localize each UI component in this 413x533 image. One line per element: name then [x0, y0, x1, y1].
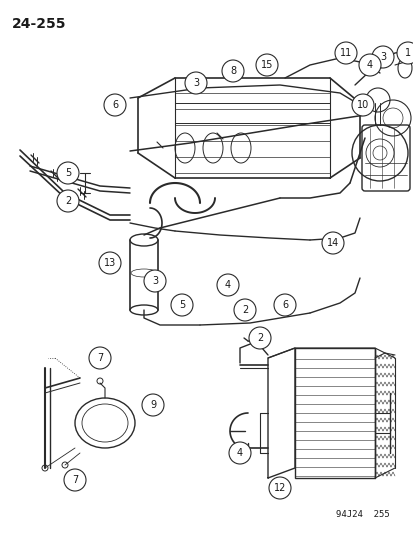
- Circle shape: [89, 347, 111, 369]
- Text: 3: 3: [192, 78, 199, 88]
- Text: 3: 3: [379, 52, 385, 62]
- Circle shape: [142, 394, 164, 416]
- Text: 10: 10: [356, 100, 368, 110]
- Bar: [294, 348, 374, 478]
- Circle shape: [233, 299, 255, 321]
- Text: 4: 4: [224, 280, 230, 290]
- Circle shape: [351, 94, 373, 116]
- Text: 3: 3: [152, 276, 158, 286]
- Text: 5: 5: [65, 168, 71, 178]
- Text: 7: 7: [97, 353, 103, 363]
- Text: 6: 6: [112, 100, 118, 110]
- Circle shape: [371, 46, 393, 68]
- Circle shape: [221, 60, 243, 82]
- Circle shape: [57, 162, 79, 184]
- Text: 1: 1: [404, 48, 410, 58]
- Text: 24-255: 24-255: [12, 17, 66, 31]
- Text: 2: 2: [65, 196, 71, 206]
- Text: 4: 4: [366, 60, 372, 70]
- Circle shape: [42, 465, 48, 471]
- Circle shape: [228, 442, 250, 464]
- Circle shape: [97, 378, 103, 384]
- Circle shape: [268, 477, 290, 499]
- Circle shape: [99, 252, 121, 274]
- Text: 12: 12: [273, 483, 285, 493]
- Circle shape: [64, 469, 86, 491]
- Circle shape: [255, 54, 277, 76]
- Circle shape: [185, 72, 206, 94]
- Text: 94J24  255: 94J24 255: [335, 510, 389, 519]
- Circle shape: [321, 232, 343, 254]
- Text: 9: 9: [150, 400, 156, 410]
- Circle shape: [216, 274, 238, 296]
- Text: 8: 8: [229, 66, 235, 76]
- Text: 11: 11: [339, 48, 351, 58]
- Circle shape: [334, 42, 356, 64]
- Circle shape: [57, 190, 79, 212]
- Text: 5: 5: [178, 300, 185, 310]
- Circle shape: [358, 54, 380, 76]
- Circle shape: [171, 294, 192, 316]
- Circle shape: [104, 94, 126, 116]
- Circle shape: [62, 462, 68, 468]
- Text: 2: 2: [256, 333, 263, 343]
- Circle shape: [144, 270, 166, 292]
- Text: 15: 15: [260, 60, 273, 70]
- Circle shape: [273, 294, 295, 316]
- Circle shape: [248, 327, 271, 349]
- Text: 6: 6: [281, 300, 287, 310]
- Text: 14: 14: [326, 238, 338, 248]
- Text: 4: 4: [236, 448, 242, 458]
- Circle shape: [396, 42, 413, 64]
- Text: 2: 2: [241, 305, 247, 315]
- Text: 13: 13: [104, 258, 116, 268]
- Text: 7: 7: [72, 475, 78, 485]
